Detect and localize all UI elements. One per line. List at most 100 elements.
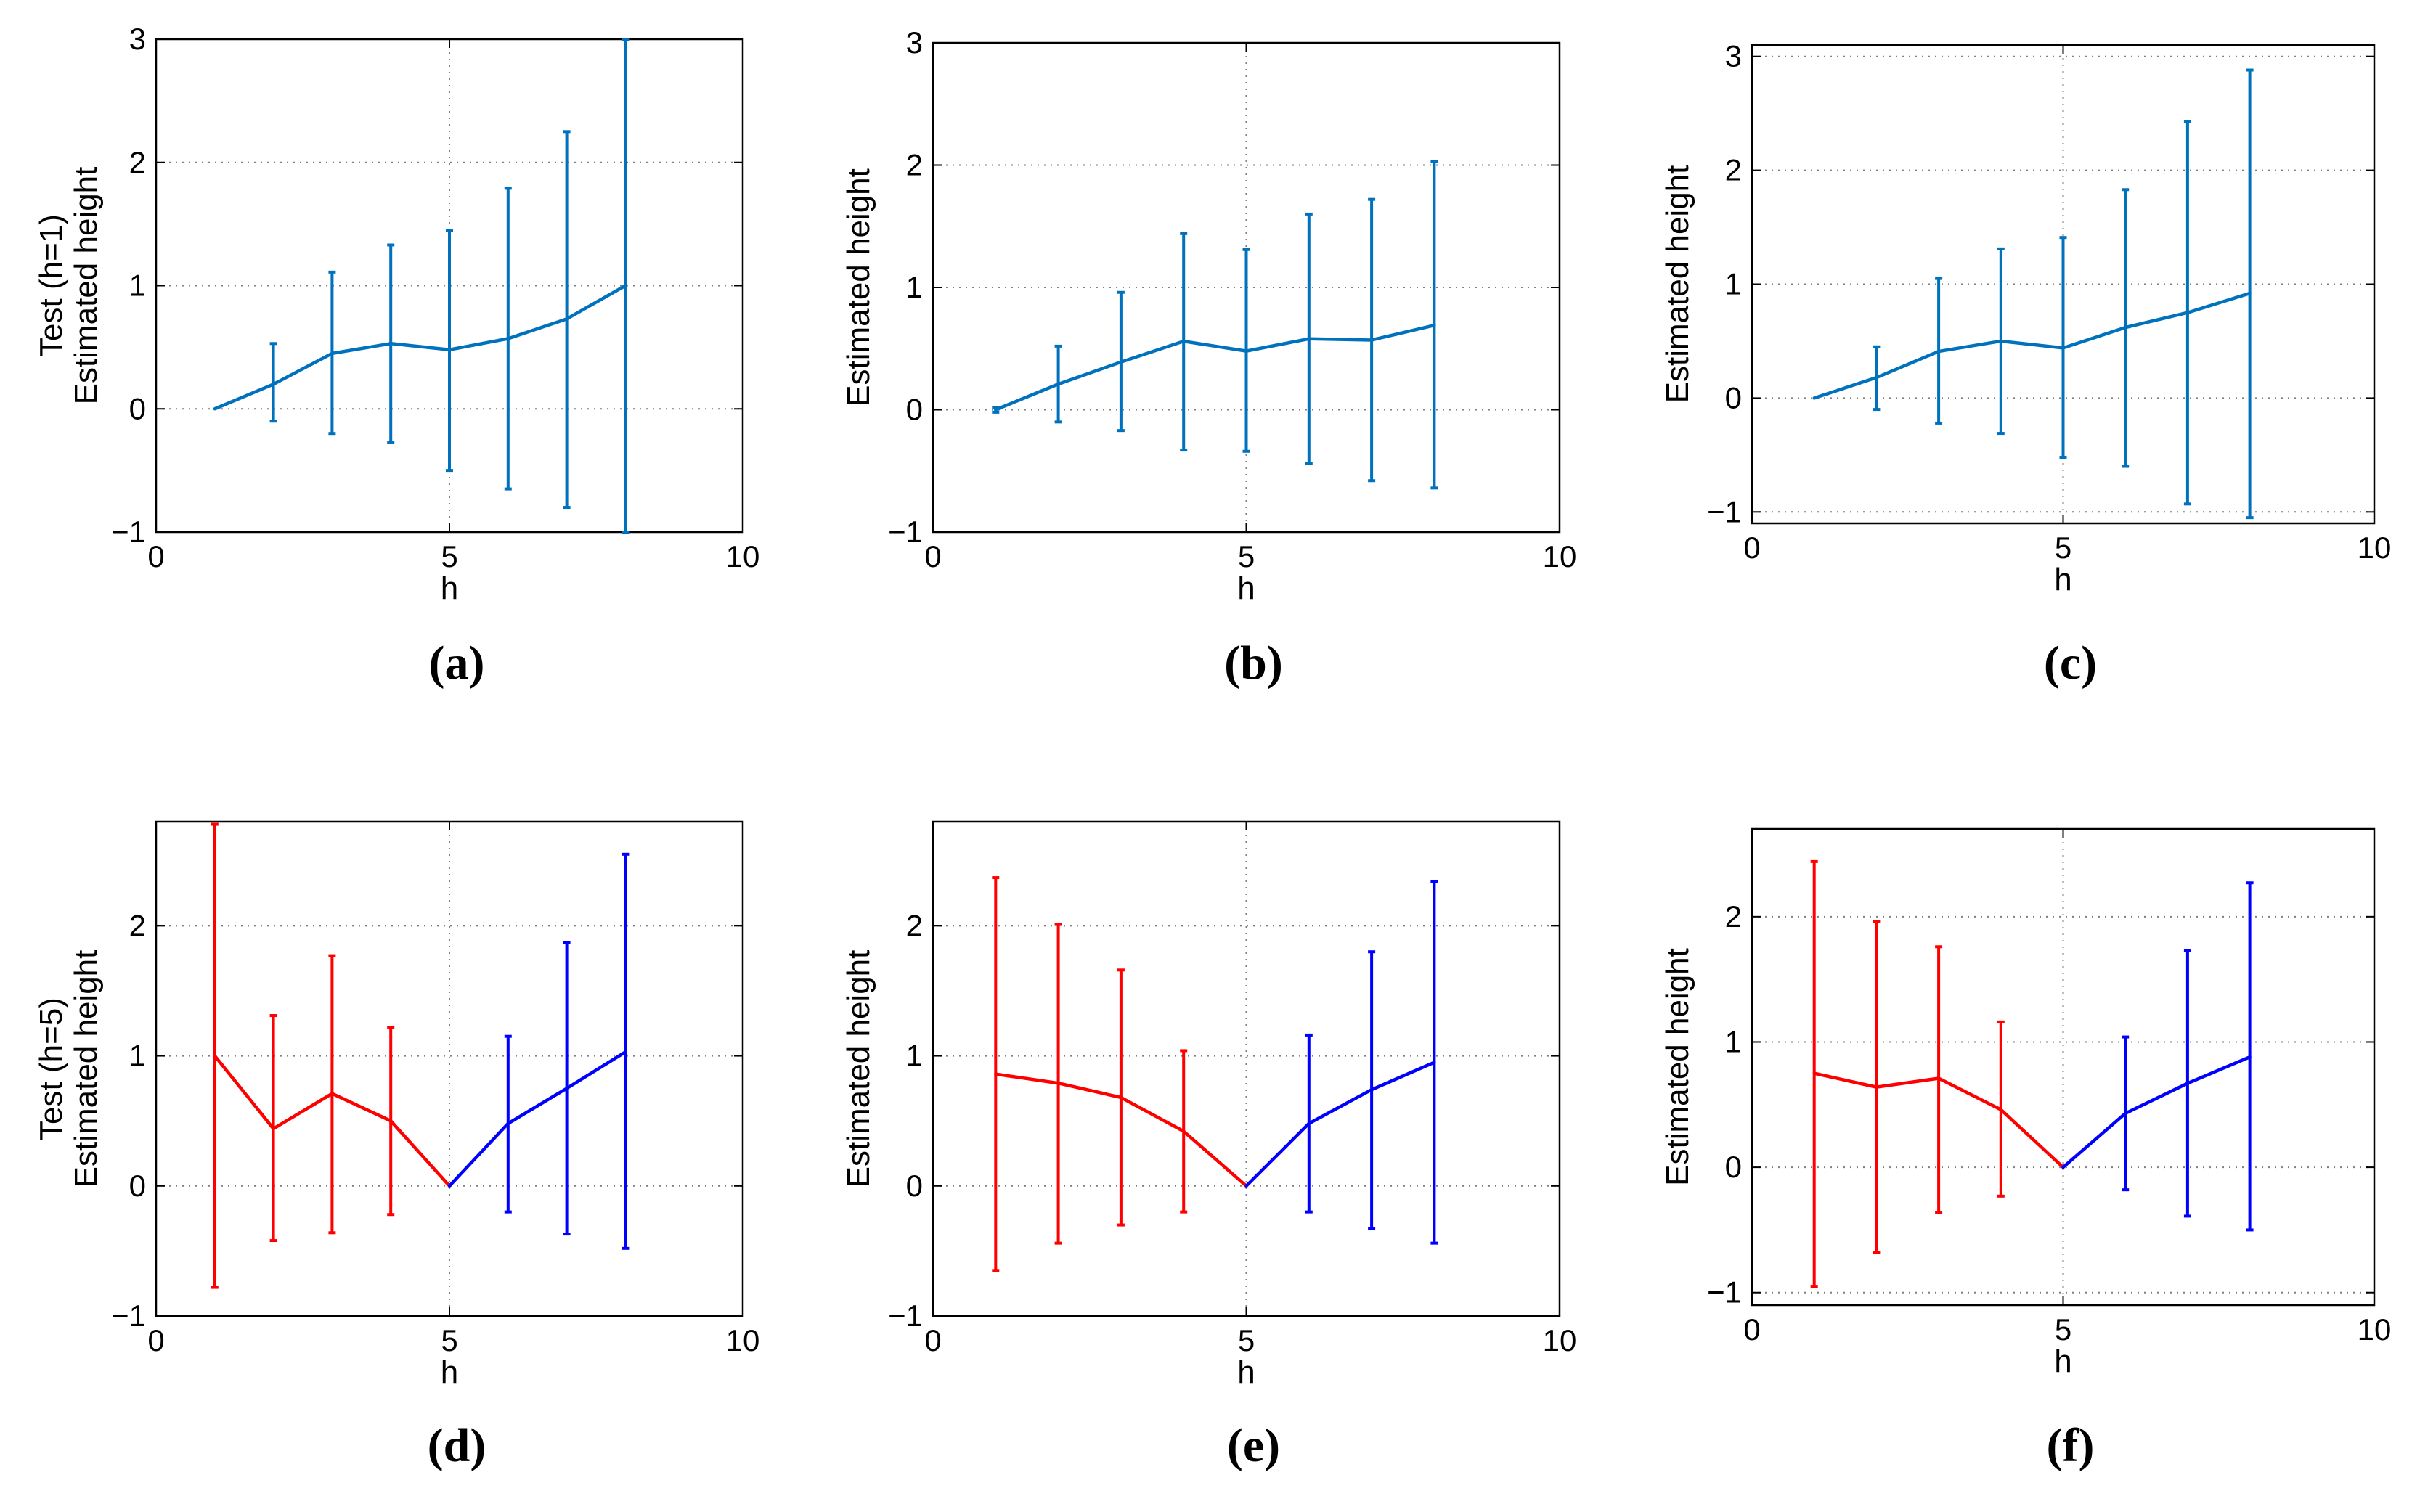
x-tick-label: 0	[1743, 531, 1760, 565]
x-axis-label: h	[441, 571, 458, 606]
x-axis-label: h	[1237, 571, 1255, 606]
data-point	[330, 351, 334, 356]
x-tick-label: 0	[147, 1323, 164, 1357]
data-point	[1182, 339, 1186, 343]
y-tick-label: 1	[129, 269, 146, 303]
data-point	[1056, 1082, 1060, 1085]
data-point	[565, 1087, 569, 1090]
data-point	[1056, 382, 1060, 386]
series-right	[447, 852, 630, 1250]
data-point	[624, 284, 627, 287]
data-point	[994, 1072, 998, 1076]
data-point	[2185, 311, 2190, 314]
x-tick-label: 10	[1543, 1323, 1577, 1357]
data-point	[1936, 1076, 1941, 1080]
x-axis-label: h	[2054, 1344, 2071, 1379]
series-series	[1812, 68, 2254, 520]
data-point	[1307, 337, 1311, 340]
y-axis-label: Test (h=5)	[33, 997, 69, 1140]
data-point	[2061, 346, 2065, 350]
series-line	[2062, 1055, 2251, 1169]
y-tick-label: −1	[888, 1299, 923, 1333]
series-left	[992, 876, 1248, 1272]
y-tick-label: 3	[129, 22, 146, 56]
y-axis-label: Estimated height	[1660, 948, 1695, 1186]
data-point	[1433, 1061, 1436, 1064]
axes-frame	[932, 820, 1561, 1317]
data-point	[1119, 1095, 1123, 1100]
y-tick-label: 2	[1725, 153, 1742, 187]
data-point	[330, 1092, 334, 1095]
series-right	[2061, 881, 2254, 1232]
axes-frame	[155, 820, 744, 1317]
y-axis-label: Estimated height	[68, 167, 104, 405]
y-axis-label: Estimated height	[68, 950, 104, 1188]
y-tick-label: 0	[129, 391, 146, 425]
y-tick-label: 2	[1725, 899, 1742, 933]
x-tick-label: 5	[2055, 531, 2071, 565]
y-tick-label: −1	[111, 1299, 146, 1333]
series-left	[1810, 859, 2065, 1288]
data-point	[2248, 1055, 2252, 1059]
data-point	[1875, 375, 1878, 380]
y-axis-label: Estimated height	[841, 950, 876, 1188]
x-axis-label: h	[2054, 562, 2071, 597]
x-tick-label: 10	[1543, 539, 1577, 573]
data-point	[1307, 1121, 1311, 1125]
data-point	[2185, 1082, 2190, 1085]
x-tick-label: 0	[924, 539, 941, 573]
data-point	[389, 1119, 393, 1123]
y-tick-label: −1	[1707, 494, 1742, 528]
x-tick-label: 5	[441, 539, 457, 573]
y-tick-label: −1	[888, 515, 923, 549]
data-point	[1812, 396, 1816, 400]
y-tick-label: 3	[1725, 39, 1742, 73]
data-point	[2248, 291, 2252, 295]
data-point	[1369, 1087, 1374, 1092]
series-series	[213, 38, 630, 534]
y-tick-label: 2	[906, 908, 923, 942]
data-point	[624, 1050, 627, 1054]
y-tick-label: −1	[111, 515, 146, 549]
data-point	[506, 1121, 510, 1125]
data-point	[565, 317, 569, 321]
series-right	[1244, 880, 1438, 1245]
data-point	[2061, 1165, 2065, 1169]
x-tick-label: 10	[726, 1323, 760, 1357]
axes-frame	[1751, 44, 2376, 525]
data-point	[272, 383, 275, 386]
y-tick-label: 0	[1725, 380, 1742, 414]
panel-caption: (b)	[1224, 637, 1283, 690]
panel-caption: (c)	[2044, 637, 2097, 690]
data-point	[994, 408, 998, 412]
y-tick-label: −1	[1707, 1275, 1742, 1309]
data-point	[1999, 339, 2002, 343]
panel-caption: (e)	[1227, 1419, 1280, 1472]
data-point	[1936, 349, 1941, 354]
axes-frame	[155, 38, 744, 534]
series-left	[211, 822, 452, 1289]
y-tick-label: 2	[906, 148, 923, 182]
panel-caption: (a)	[429, 637, 485, 690]
x-tick-label: 10	[726, 539, 760, 573]
axes-frame	[1751, 827, 2376, 1307]
data-point	[1119, 360, 1123, 364]
data-point	[213, 1054, 216, 1058]
x-tick-label: 0	[1743, 1312, 1760, 1347]
series-series	[992, 160, 1438, 490]
data-point	[1433, 324, 1436, 327]
data-point	[1369, 338, 1374, 342]
plot-area	[156, 822, 743, 1316]
plot-area	[1752, 829, 2374, 1305]
data-point	[2124, 325, 2127, 330]
axes-frame	[932, 41, 1561, 534]
y-tick-label: 0	[1725, 1150, 1742, 1184]
y-tick-label: 0	[906, 1169, 923, 1203]
y-tick-label: 0	[906, 393, 923, 427]
plot-area	[933, 822, 1560, 1316]
